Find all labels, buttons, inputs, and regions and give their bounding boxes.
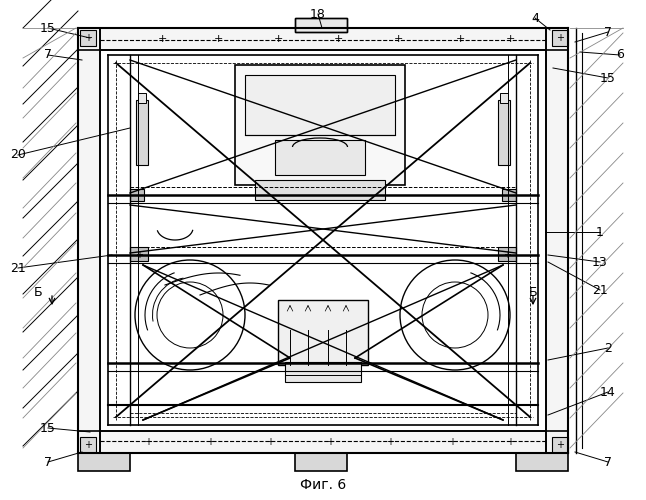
Bar: [255, 180, 385, 200]
Text: +: +: [506, 437, 514, 447]
Text: Фиг. 6: Фиг. 6: [300, 478, 346, 492]
Bar: [498, 100, 510, 165]
Bar: [295, 18, 347, 32]
Bar: [130, 189, 144, 201]
Text: +: +: [386, 437, 394, 447]
Bar: [138, 93, 146, 103]
Bar: [516, 453, 568, 471]
Bar: [285, 362, 361, 382]
Text: 20: 20: [10, 148, 26, 162]
Text: +: +: [333, 34, 342, 44]
Bar: [245, 75, 395, 135]
Text: Б: Б: [528, 286, 537, 300]
Text: 21: 21: [592, 284, 608, 296]
Text: +: +: [393, 34, 402, 44]
Text: 7: 7: [44, 456, 52, 468]
Bar: [235, 65, 405, 185]
Text: 7: 7: [604, 456, 612, 468]
Text: +: +: [144, 437, 152, 447]
Text: 18: 18: [310, 8, 326, 20]
Text: +: +: [503, 250, 511, 260]
Text: +: +: [273, 34, 283, 44]
Text: +: +: [266, 437, 274, 447]
Text: 15: 15: [40, 422, 56, 434]
Text: +: +: [213, 34, 223, 44]
Text: Б: Б: [34, 286, 42, 300]
Bar: [552, 437, 568, 453]
Text: +: +: [84, 33, 92, 43]
Text: 21: 21: [10, 262, 26, 274]
Bar: [78, 431, 568, 453]
Text: +: +: [84, 440, 92, 450]
Bar: [278, 300, 368, 365]
Bar: [78, 28, 100, 453]
Text: +: +: [505, 34, 515, 44]
Bar: [136, 100, 148, 165]
Text: 2: 2: [604, 342, 612, 354]
Bar: [498, 247, 516, 261]
Text: +: +: [326, 437, 334, 447]
Text: 6: 6: [616, 48, 624, 62]
Text: +: +: [158, 34, 167, 44]
Text: +: +: [455, 34, 464, 44]
Text: +: +: [556, 440, 564, 450]
Text: 15: 15: [40, 22, 56, 35]
Bar: [80, 437, 96, 453]
Text: +: +: [556, 33, 564, 43]
Bar: [500, 93, 508, 103]
Bar: [295, 18, 347, 32]
Bar: [295, 453, 347, 471]
Text: +: +: [206, 437, 214, 447]
Text: 13: 13: [592, 256, 608, 268]
Bar: [78, 28, 568, 50]
Text: 7: 7: [44, 48, 52, 62]
Text: 14: 14: [600, 386, 616, 398]
Bar: [130, 247, 148, 261]
Bar: [78, 453, 130, 471]
Text: 7: 7: [604, 26, 612, 38]
Bar: [80, 30, 96, 46]
Bar: [275, 140, 365, 175]
Text: 4: 4: [531, 12, 539, 24]
Text: 15: 15: [600, 72, 616, 85]
Bar: [502, 189, 516, 201]
Text: 1: 1: [596, 226, 604, 238]
Bar: [552, 30, 568, 46]
Text: +: +: [135, 250, 143, 260]
Text: +: +: [448, 437, 456, 447]
Bar: [546, 28, 568, 453]
